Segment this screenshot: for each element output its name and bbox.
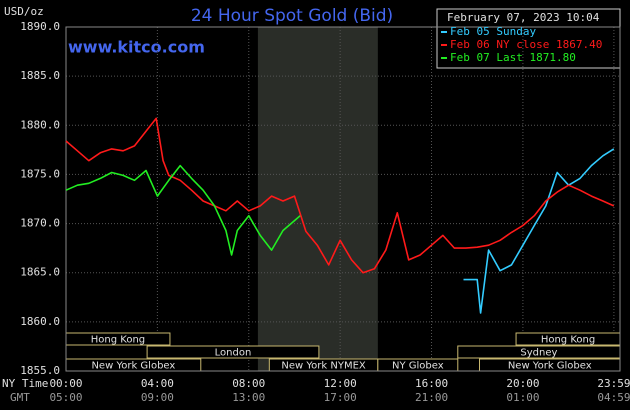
- x-row-label: GMT: [10, 391, 30, 404]
- session-label: Sydney: [520, 348, 557, 359]
- session-label: Hong Kong: [541, 335, 595, 346]
- chart-title: 24 Hour Spot Gold (Bid): [191, 6, 393, 26]
- y-tick-label: 1860.0: [20, 315, 60, 328]
- gmt-tick-label: 05:00: [49, 391, 82, 404]
- site-label: www.kitco.com: [68, 38, 205, 57]
- series-line: [463, 148, 615, 314]
- x-tick-label: 16:00: [415, 377, 448, 390]
- x-row-label: NY Time: [2, 377, 48, 390]
- session-label: NY Globex: [392, 361, 444, 372]
- session-label: New York Globex: [508, 361, 592, 372]
- y-axis-label: USD/oz: [4, 5, 44, 18]
- y-tick-label: 1865.0: [20, 266, 60, 279]
- x-tick-label: 23:59: [597, 377, 630, 390]
- legend-box: [436, 8, 621, 69]
- session-label: New York NYMEX: [281, 361, 366, 372]
- x-tick-label: 04:00: [141, 377, 174, 390]
- timestamp: February 07, 2023 10:04: [447, 11, 600, 24]
- shaded-band: [257, 27, 378, 371]
- gmt-tick-label: 01:00: [506, 391, 539, 404]
- y-tick-label: 1890.0: [20, 20, 60, 33]
- y-tick-label: 1885.0: [20, 69, 60, 82]
- session-label: New York Globex: [91, 361, 175, 372]
- session-label: Hong Kong: [91, 335, 145, 346]
- gmt-tick-label: 17:00: [324, 391, 357, 404]
- legend-label: Feb 05 Sunday: [450, 25, 536, 38]
- gmt-tick-label: 13:00: [232, 391, 265, 404]
- gmt-tick-label: 09:00: [141, 391, 174, 404]
- gmt-tick-label: 04:59: [597, 391, 630, 404]
- x-tick-label: 00:00: [49, 377, 82, 390]
- y-tick-label: 1855.0: [20, 364, 60, 377]
- x-tick-label: 08:00: [232, 377, 265, 390]
- session-box: [146, 345, 320, 359]
- series-line: [65, 117, 615, 274]
- session-label: London: [215, 348, 252, 359]
- plot-frame: [65, 26, 621, 372]
- legend-label: Feb 06 NY close 1867.40: [450, 38, 602, 51]
- y-tick-label: 1870.0: [20, 217, 60, 230]
- gmt-tick-label: 21:00: [415, 391, 448, 404]
- x-tick-label: 12:00: [324, 377, 357, 390]
- x-tick-label: 20:00: [506, 377, 539, 390]
- y-tick-label: 1875.0: [20, 167, 60, 180]
- series-line: [65, 164, 301, 256]
- y-tick-label: 1880.0: [20, 118, 60, 131]
- legend-label: Feb 07 Last 1871.80: [450, 51, 576, 64]
